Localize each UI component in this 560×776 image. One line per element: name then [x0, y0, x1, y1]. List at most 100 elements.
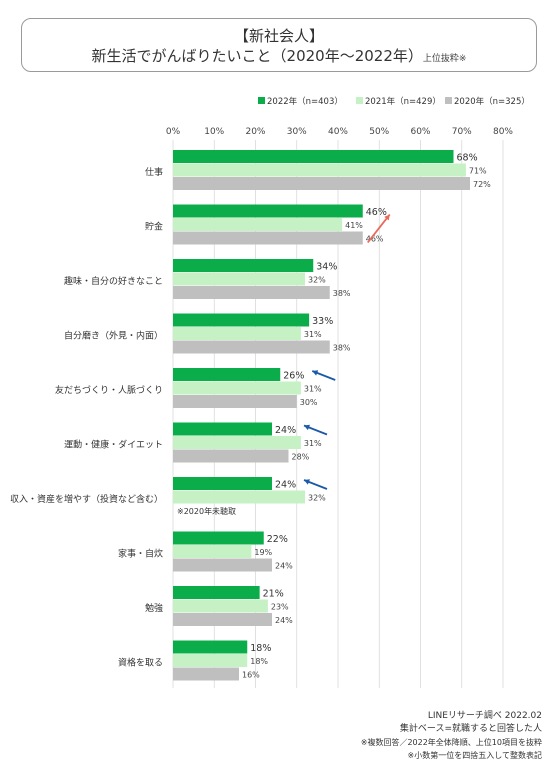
legend-label: 2020年（n=325） [454, 96, 530, 107]
bar [173, 545, 252, 558]
bar [173, 231, 363, 245]
trend-arrow-head [312, 370, 319, 376]
bar [173, 313, 310, 327]
category-label: 趣味・自分の好きなこと [64, 275, 163, 287]
category-label: 収入・資産を増やす（投資など含む） [10, 493, 163, 505]
data-label: 24% [275, 562, 293, 571]
category-label: 家事・自炊 [118, 548, 163, 560]
bar [173, 381, 301, 395]
bar [173, 477, 272, 490]
bar-chart: 2022年（n=403） 2021年（n=429） 2020年（n=325） 0% 10… [10, 96, 530, 688]
data-label: 28% [292, 453, 310, 462]
footer-base: 集計ベース=就職すると回答した人 [399, 724, 542, 734]
data-label: 38% [333, 344, 351, 353]
data-label: 34% [316, 262, 337, 273]
data-label: 19% [254, 548, 272, 557]
data-label: 18% [250, 657, 268, 666]
category-label: 自分磨き（外見・内面） [64, 330, 163, 342]
legend-label: 2022年（n=403） [267, 96, 343, 107]
data-label: 24% [275, 616, 293, 625]
data-label: 68% [457, 153, 478, 164]
footer-source: LINEリサーチ調べ 2022.02 [427, 711, 542, 721]
trend-arrow-head [304, 479, 310, 485]
chart-title: 【新社会人】 [233, 27, 324, 45]
data-label: 41% [345, 221, 363, 230]
bar [173, 436, 301, 449]
data-label: 24% [275, 425, 296, 436]
data-label: 26% [283, 371, 304, 382]
bar [173, 272, 305, 286]
bar [173, 327, 301, 340]
category-label: 仕事 [145, 166, 163, 178]
bar [173, 259, 314, 272]
bar [173, 558, 272, 572]
x-tick-label: 10% [204, 127, 224, 137]
data-label: 30% [300, 398, 318, 407]
chart-subtitle-main: 新生活でがんばりたいこと（2020年〜2022年） [91, 47, 423, 65]
category-label: 運動・健康・ダイエット [64, 439, 163, 451]
data-label: 24% [275, 480, 296, 491]
category-label: 資格を取る [118, 657, 163, 669]
footer-note-1: ※複数回答／2022年全体降順、上位10項目を抜粋 [360, 738, 542, 747]
bar [173, 531, 264, 545]
bar [173, 640, 248, 654]
data-label: 71% [469, 167, 487, 176]
legend-swatch [445, 97, 452, 104]
data-label: 16% [242, 671, 260, 680]
bar [173, 654, 248, 667]
category-label: 貯金 [145, 221, 163, 233]
chart-subtitle: 新生活でがんばりたいこと（2020年〜2022年）上位抜粋※ [22, 46, 536, 69]
footer-note-2: ※小数第一位を四捨五入して整数表記 [407, 751, 542, 760]
category-label: 友だちづくり・人脈づくり [55, 384, 163, 396]
bar [173, 490, 305, 504]
data-label: 22% [267, 534, 288, 545]
data-label: 72% [473, 180, 491, 189]
bar [173, 218, 343, 231]
x-tick-label: 80% [493, 127, 513, 137]
data-label: 31% [304, 330, 322, 339]
bar [173, 150, 454, 163]
bar [173, 395, 297, 408]
data-label: 31% [304, 385, 322, 394]
bar [173, 586, 260, 599]
x-tick-label: 50% [369, 127, 389, 137]
data-label: 21% [263, 589, 284, 600]
legend-swatch [258, 97, 265, 104]
bar [173, 204, 363, 218]
x-tick-label: 20% [245, 127, 265, 137]
data-label: 33% [312, 316, 333, 327]
trend-arrow [367, 213, 391, 244]
category-label: 勉強 [145, 602, 163, 614]
data-label: 31% [304, 439, 322, 448]
chart-subtitle-suffix: 上位抜粋※ [422, 54, 467, 64]
x-tick-label: 70% [452, 127, 472, 137]
data-label: 46% [366, 235, 384, 244]
x-tick-label: 0% [166, 127, 181, 137]
bar [173, 286, 330, 299]
bar [173, 422, 272, 436]
x-tick-label: 60% [410, 127, 430, 137]
bar [173, 599, 268, 613]
chart-note: ※2020年未聴取 [177, 506, 236, 516]
bar [173, 613, 272, 626]
bar [173, 667, 239, 681]
bar [173, 449, 289, 463]
data-label: 38% [333, 289, 351, 298]
trend-arrow-head [304, 424, 310, 431]
trend-arrow-head [384, 214, 390, 221]
bar [173, 163, 466, 177]
data-label: 32% [308, 494, 326, 503]
bar [173, 368, 281, 381]
bar [173, 177, 470, 190]
x-tick-label: 40% [328, 127, 348, 137]
data-label: 23% [271, 603, 289, 612]
data-label: 18% [250, 643, 271, 654]
data-label: 46% [366, 207, 387, 218]
chart-title-box: 【新社会人】 新生活でがんばりたいこと（2020年〜2022年）上位抜粋※ [21, 18, 537, 72]
data-label: 32% [308, 276, 326, 285]
legend-label: 2021年（n=429） [365, 96, 441, 107]
chart-footer: LINEリサーチ調べ 2022.02 集計ベース=就職すると回答した人 ※複数回… [361, 710, 542, 762]
x-tick-label: 30% [287, 127, 307, 137]
legend-swatch [356, 97, 363, 104]
bar [173, 340, 330, 354]
